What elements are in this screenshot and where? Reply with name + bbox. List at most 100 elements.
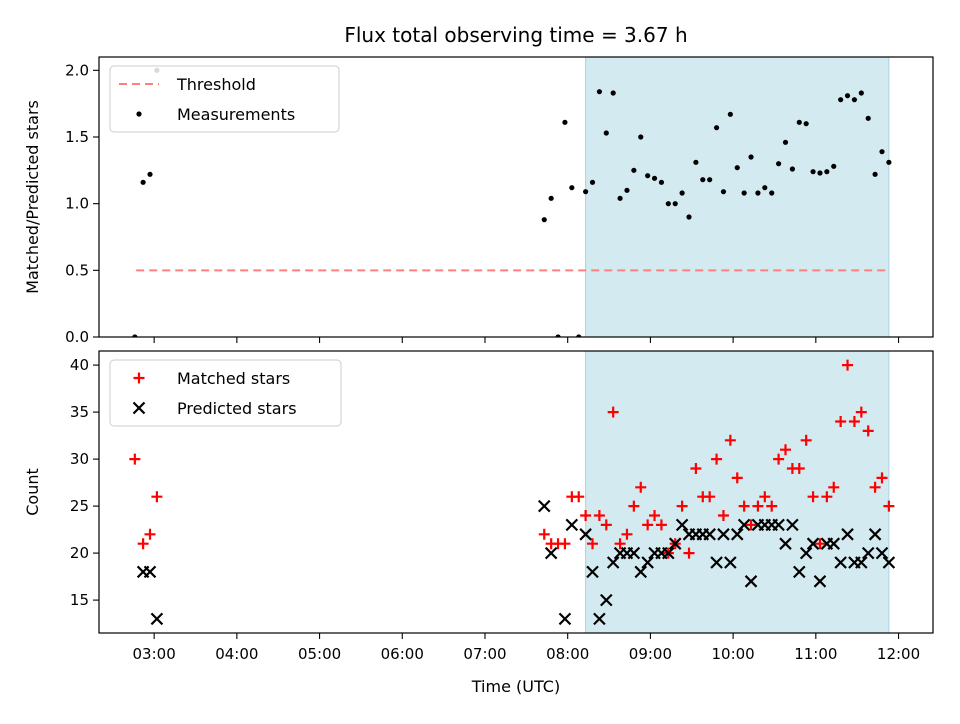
x-tick-label: 06:00 <box>381 645 424 663</box>
measurements-point <box>789 166 795 172</box>
matched-stars-point <box>717 510 729 521</box>
predicted-stars-point <box>717 528 730 541</box>
measurements-point <box>734 165 740 171</box>
x-axis-label: Time (UTC) <box>471 677 560 696</box>
legend: Threshold Measurements <box>109 65 340 133</box>
chart-title: Flux total observing time = 3.67 h <box>344 23 687 47</box>
predicted-stars-point <box>606 556 620 569</box>
top-panel: 0.0 0.5 1.0 1.5 2.0 Matched/Predicted stars Th… <box>23 56 934 346</box>
measurements-point <box>782 139 789 145</box>
legend-measurements-label: Measurements <box>177 105 295 124</box>
measurements-point <box>651 175 658 181</box>
matched-stars-point <box>129 453 141 465</box>
y-tick-label: 35 <box>70 403 89 421</box>
predicted-stars-point <box>875 546 889 560</box>
matched-stars-point <box>676 500 688 512</box>
matched-stars-point <box>607 406 619 418</box>
matched-stars-point <box>821 491 833 503</box>
measurements-point <box>589 179 596 185</box>
matched-stars-point <box>876 472 888 484</box>
matched-stars-point <box>704 491 716 503</box>
measurements-point <box>824 169 830 175</box>
matched-stars-point <box>587 538 599 550</box>
plot-area <box>129 359 896 626</box>
measurements-point <box>762 185 768 191</box>
predicted-stars-point <box>855 556 868 569</box>
measurements-point <box>727 111 733 117</box>
matched-stars-point <box>842 359 854 371</box>
measurements-point <box>672 201 678 207</box>
matched-stars-point <box>773 453 785 465</box>
matched-stars-point <box>848 416 860 427</box>
y-tick-label: 40 <box>70 356 89 374</box>
predicted-stars-point <box>544 546 558 560</box>
measurements-point <box>596 89 603 95</box>
matched-stars-point <box>759 491 771 503</box>
predicted-stars-point <box>710 556 723 569</box>
legend-matched-stars-label: Matched stars <box>177 369 290 388</box>
predicted-stars-point <box>579 528 592 541</box>
y-axis-label: Count <box>23 468 42 516</box>
predicted-stars-point <box>779 537 792 550</box>
measurements-point <box>555 334 561 337</box>
bottom-panel: 15 20 25 30 35 40 03:00 04:00 05:00 06:00 07:00 08:… <box>23 350 934 663</box>
measurements-point <box>665 201 671 207</box>
matched-stars-point <box>724 434 736 446</box>
legend-box <box>109 359 342 427</box>
predicted-stars-point <box>730 528 744 541</box>
measurements-point <box>638 134 644 140</box>
matched-stars-point <box>731 472 743 484</box>
matched-stars-point <box>766 500 778 512</box>
x-tick-label: 11:00 <box>794 645 837 663</box>
predicted-stars-point <box>772 518 785 532</box>
matched-stars-point <box>683 547 695 559</box>
matched-stars-point <box>869 481 881 493</box>
measurements-point <box>713 125 720 131</box>
measurements-point <box>631 167 637 173</box>
measurements-point <box>831 163 837 169</box>
matched-stars-point <box>580 510 592 521</box>
predicted-stars-point <box>813 575 827 588</box>
measurements-point <box>865 115 871 121</box>
predicted-stars-point <box>786 518 799 532</box>
matched-stars-point <box>559 538 571 550</box>
predicted-stars-point <box>641 556 654 569</box>
predicted-stars-point <box>143 565 157 579</box>
measurements-point <box>707 177 713 183</box>
measurements-point <box>576 334 582 337</box>
predicted-stars-point <box>586 565 599 579</box>
matched-stars-point <box>745 519 757 531</box>
legend-measurements-swatch <box>136 111 142 117</box>
legend: Matched stars Predicted stars <box>109 359 342 427</box>
predicted-stars-point <box>834 556 847 569</box>
measurements-point <box>548 195 554 201</box>
matched-stars-point <box>593 510 605 521</box>
legend-box <box>109 65 340 133</box>
matched-stars-point <box>862 425 874 437</box>
plot-frame <box>98 56 934 338</box>
measurements-point <box>844 93 851 99</box>
x-tick-label: 09:00 <box>629 645 672 663</box>
x-tick-label: 12:00 <box>877 645 920 663</box>
measurements-point <box>624 187 630 193</box>
matched-stars-point <box>614 538 626 550</box>
matched-stars-point <box>711 453 723 465</box>
y-tick-label: 0.0 <box>65 328 89 346</box>
predicted-stars-point <box>668 537 682 550</box>
measurements-point <box>147 171 153 177</box>
y-tick-label: 2.0 <box>65 61 89 79</box>
measurements-point <box>748 154 754 160</box>
y-tick-label: 25 <box>70 497 89 515</box>
measurements-point <box>817 170 823 176</box>
matched-stars-point <box>635 481 647 493</box>
x-tick-label: 07:00 <box>463 645 506 663</box>
matched-stars-point <box>738 500 750 512</box>
matched-stars-point <box>814 538 826 550</box>
predicted-stars-point <box>793 565 806 579</box>
matched-stars-point <box>600 519 612 531</box>
predicted-stars-point <box>600 593 613 607</box>
measurements-point <box>617 195 623 201</box>
x-tick-label: 08:00 <box>546 645 589 663</box>
predicted-stars-point <box>558 612 572 626</box>
